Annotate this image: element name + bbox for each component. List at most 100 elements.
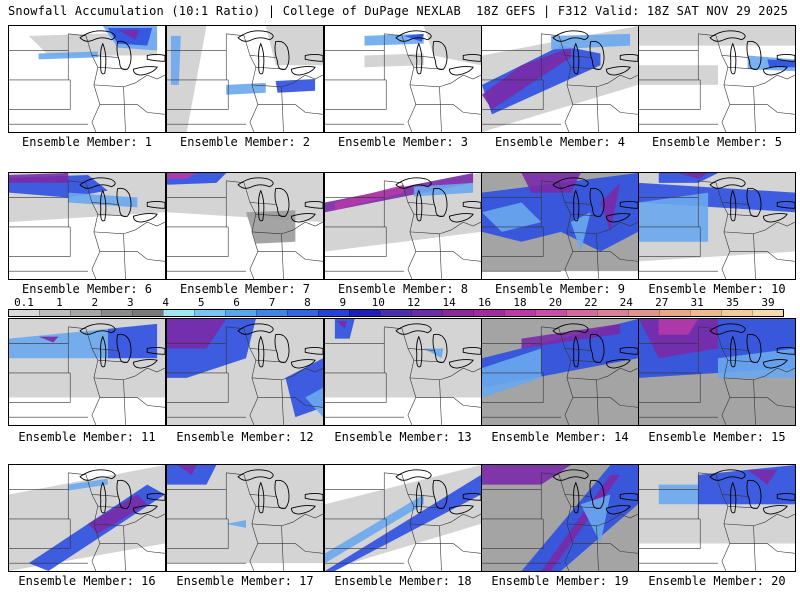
state-border [453,543,481,554]
ensemble-member-label: Ensemble Member: 3 [337,135,469,149]
lake-outline [762,505,788,515]
state-border [723,82,766,88]
lake-outline [448,66,474,76]
state-border [698,33,731,132]
snow-contour [167,173,323,223]
state-border [409,375,452,381]
state-border [91,202,118,205]
state-border [325,372,387,403]
state-border [451,367,481,377]
state-border [384,472,417,571]
snow-contour [639,65,718,85]
lake-outline [116,40,132,70]
colorbar-swatch [163,310,194,316]
lake-outline [79,323,116,335]
lake-outline [304,54,323,62]
state-border [610,251,638,262]
lake-outline [776,347,795,355]
state-border [639,372,701,403]
ensemble-member-label: Ensemble Member: 6 [21,282,153,296]
lake-outline [605,66,631,76]
lake-outline [395,323,432,335]
snow-contour [403,33,424,42]
ensemble-member-label: Ensemble Member: 12 [176,430,314,444]
state-border [639,226,701,257]
ensemble-member-label: Ensemble Member: 14 [491,430,629,444]
snow-contour [305,387,323,418]
state-border [167,79,229,110]
state-border [281,525,284,571]
state-border [541,326,574,425]
snow-contour [334,319,355,339]
state-border [723,229,766,235]
map-title: Snowfall Accumulation (10:1 Ratio) | Col… [8,4,461,18]
ensemble-member-label: Ensemble Member: 13 [334,430,472,444]
ensemble-map-2 [166,25,324,133]
lake-outline [448,505,474,515]
state-border [439,233,442,279]
state-border [123,86,126,132]
state-border [251,375,294,381]
colorbar-tick-label: 2 [91,296,99,309]
colorbar-swatch [349,310,380,316]
snow-contour [482,47,571,110]
lake-outline [730,335,737,368]
lake-outline [589,479,605,509]
colorbar-swatch [194,310,225,316]
state-border [137,543,165,554]
state-border [93,375,136,381]
lake-outline [573,42,580,75]
colorbar-swatch [504,310,535,316]
colorbar-swatch [225,310,256,316]
state-border [226,33,259,132]
snow-contour [580,494,611,544]
lake-outline [100,42,107,75]
snow-contour [68,192,138,208]
state-border [123,233,126,279]
state-border [439,379,442,425]
lake-outline [746,40,762,70]
state-border [566,82,609,88]
colorbar-swatch [690,310,721,316]
colorbar-swatch [597,310,628,316]
state-border [564,494,591,497]
snowfall-map [325,173,481,279]
lake-outline [132,213,158,223]
snow-contour [265,26,323,66]
lake-outline [258,189,265,222]
colorbar-swatch [535,310,566,316]
colorbar-ticks: 0.1 1 2 3 4 5 6 7 8 9 10 12 14 16 18 20 22 24 27 31 35 39 [8,296,784,309]
ensemble-map-8 [324,172,482,280]
state-border [610,397,638,408]
state-border [698,180,731,279]
lake-outline [432,40,448,70]
state-border [453,251,481,262]
snow-contour [167,319,227,349]
state-border [698,472,731,571]
ensemble-map-14 [481,318,639,426]
colorbar-tick-label: 27 [655,296,669,309]
lake-outline [416,481,423,514]
state-border [384,326,417,425]
snow-contour [226,519,246,528]
state-border [325,472,385,490]
ensemble-member-label: Ensemble Member: 19 [491,574,629,588]
snowfall-map [482,173,638,279]
lake-outline [237,177,274,189]
colorbar-tick-label: 9 [339,296,347,309]
snow-contour [226,82,266,95]
colorbar-tick-label: 31 [690,296,704,309]
lake-outline [290,359,316,369]
colorbar-tick-label: 8 [304,296,311,309]
state-border [482,372,544,403]
lake-outline [395,30,432,42]
state-border [167,372,229,403]
colorbar-swatch [256,310,287,316]
state-border [325,79,387,110]
state-border [765,367,795,377]
ensemble-map-17 [166,464,324,572]
state-border [68,472,101,571]
state-border [93,229,136,235]
lake-outline [100,335,107,368]
state-border [293,367,323,377]
